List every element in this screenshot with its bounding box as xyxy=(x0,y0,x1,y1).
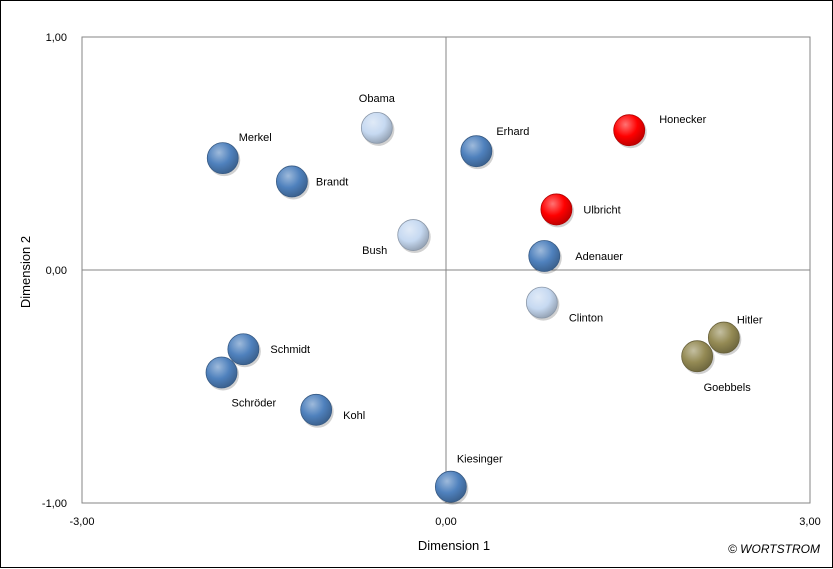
copyright-notice: © WORTSTROM xyxy=(728,542,820,556)
point-merkel xyxy=(206,142,239,175)
point-honecker xyxy=(613,114,646,147)
x-tick-middle: 0,00 xyxy=(435,516,456,528)
point-brandt xyxy=(276,165,308,198)
point-label-obama: Obama xyxy=(359,93,396,105)
y-tick-bottom: -1,00 xyxy=(42,498,67,510)
point-label-erhard: Erhard xyxy=(496,126,529,138)
point-label-adenauer: Adenauer xyxy=(575,251,623,263)
point-label-honecker: Honecker xyxy=(659,114,706,126)
x-tick-left: -3,00 xyxy=(69,516,94,528)
point-obama xyxy=(360,111,393,144)
point-erhard xyxy=(460,135,493,168)
point-adenauer xyxy=(528,240,561,272)
point-ulbricht xyxy=(540,193,573,226)
point-schmidt xyxy=(227,333,260,366)
point-label-clinton: Clinton xyxy=(569,313,603,325)
point-clinton xyxy=(525,286,558,319)
point-schroeder xyxy=(205,356,238,389)
point-label-hitler: Hitler xyxy=(737,315,763,327)
points-layer: Merkel Brandt Obama Bush Erhard Honecker Ulbri… xyxy=(205,93,763,505)
point-label-schmidt: Schmidt xyxy=(270,344,310,356)
point-bush xyxy=(397,219,430,251)
y-axis-title: Dimension 2 xyxy=(18,236,33,308)
point-label-kiesinger: Kiesinger xyxy=(457,454,503,466)
point-label-schroeder: Schröder xyxy=(232,398,277,410)
point-label-kohl: Kohl xyxy=(343,410,365,422)
x-tick-right: 3,00 xyxy=(799,516,820,528)
point-kiesinger xyxy=(434,470,467,503)
x-axis-title: Dimension 1 xyxy=(418,538,490,553)
point-label-ulbricht: Ulbricht xyxy=(583,204,620,216)
point-kohl xyxy=(300,393,333,426)
point-label-brandt: Brandt xyxy=(316,176,348,188)
point-hitler xyxy=(707,321,740,354)
point-label-goebbels: Goebbels xyxy=(704,382,752,394)
point-goebbels xyxy=(681,340,714,373)
y-tick-middle: 0,00 xyxy=(46,265,67,277)
y-tick-top: 1,00 xyxy=(46,32,67,44)
point-label-bush: Bush xyxy=(362,245,387,257)
point-label-merkel: Merkel xyxy=(239,132,272,144)
